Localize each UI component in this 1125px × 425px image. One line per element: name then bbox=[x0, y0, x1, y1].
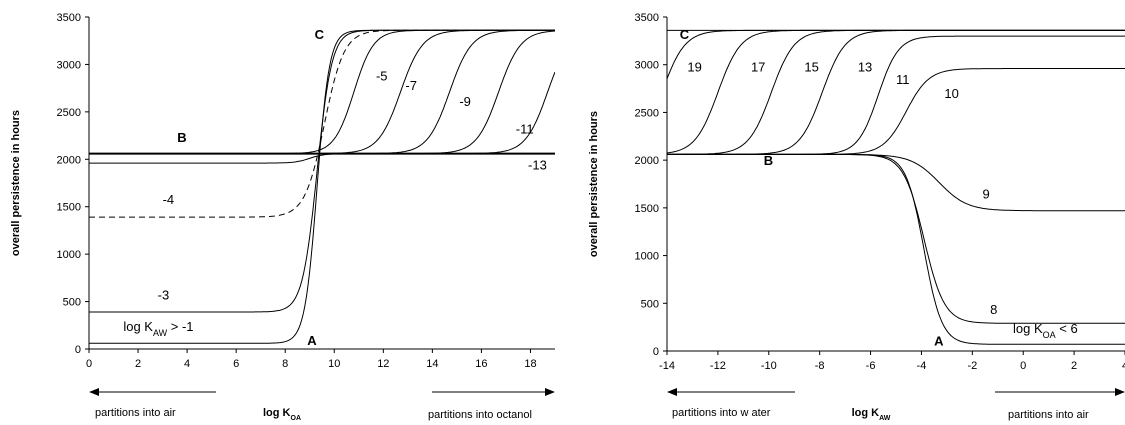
chart2-y-tick-label: 0 bbox=[653, 346, 659, 358]
chart2-series-line bbox=[667, 29, 1125, 154]
chart2-point-label: B bbox=[764, 153, 773, 168]
chart1-y-tick-label: 1500 bbox=[57, 202, 81, 214]
chart1-x-tick-label: 18 bbox=[524, 358, 536, 370]
chart1-series-line bbox=[89, 29, 555, 155]
chart2-x-tick-label: 2 bbox=[1071, 360, 1077, 372]
chart2-x-tick-label: 0 bbox=[1020, 360, 1026, 372]
chart2-y-tick-label: 1000 bbox=[635, 251, 659, 263]
chart2-series-label: 19 bbox=[687, 59, 701, 74]
chart1-series-line bbox=[89, 71, 555, 155]
chart2-series-line bbox=[667, 153, 1125, 324]
chart1-left-caption: partitions into air bbox=[95, 407, 176, 419]
chart2-left-caption: partitions into w ater bbox=[672, 407, 771, 419]
chart1-series-label: log KAW > -1 bbox=[123, 319, 193, 338]
chart2-series-label: log KOA < 6 bbox=[1013, 321, 1078, 340]
chart2-right-caption: partitions into air bbox=[1008, 409, 1089, 421]
chart1-point-label: C bbox=[315, 27, 325, 42]
chart2-series-label: 15 bbox=[804, 59, 818, 74]
chart1-x-tick-label: 2 bbox=[135, 358, 141, 370]
chart1-point-label: A bbox=[307, 333, 317, 348]
chart2-y-axis-label: overall persistence in hours bbox=[588, 111, 600, 257]
chart2-series-label: 13 bbox=[858, 59, 872, 74]
chart2-series-label: 9 bbox=[983, 186, 990, 201]
chart1-x-tick-label: 6 bbox=[233, 358, 239, 370]
chart1-series-line bbox=[89, 29, 555, 313]
chart2-series-label: 8 bbox=[990, 302, 997, 317]
chart2-x-tick-label: -10 bbox=[761, 360, 777, 372]
chart1-series-line bbox=[89, 153, 555, 164]
chart1-x-tick-label: 12 bbox=[377, 358, 389, 370]
chart1-series-label: -3 bbox=[158, 288, 170, 303]
chart2-x-tick-label: 4 bbox=[1122, 360, 1125, 372]
chart1-y-tick-label: 0 bbox=[75, 344, 81, 356]
chart1-x-tick-label: 4 bbox=[184, 358, 190, 370]
chart2-y-tick-label: 500 bbox=[641, 298, 659, 310]
chart2-series-label: 11 bbox=[896, 72, 910, 87]
chart2-x-tick-label: -8 bbox=[815, 360, 825, 372]
chart2-y-tick-label: 2000 bbox=[635, 155, 659, 167]
chart1-series-label: -11 bbox=[516, 122, 534, 137]
chart1-y-tick-label: 3500 bbox=[57, 12, 81, 24]
chart1-right-arrow-head bbox=[545, 388, 555, 396]
chart1-right-caption: partitions into octanol bbox=[428, 409, 532, 421]
chart2-point-label: A bbox=[934, 333, 944, 348]
chart2-y-tick-label: 1500 bbox=[635, 203, 659, 215]
chart1-x-axis-label: log KOA bbox=[263, 407, 301, 422]
chart1-x-tick-label: 0 bbox=[86, 358, 92, 370]
chart2-y-tick-label: 2500 bbox=[635, 107, 659, 119]
chart1-y-tick-label: 2000 bbox=[57, 154, 81, 166]
chart2-x-tick-label: -2 bbox=[967, 360, 977, 372]
chart1-point-label: B bbox=[177, 130, 186, 145]
chart1-left-arrow-head bbox=[89, 388, 99, 396]
chart2-point-label: C bbox=[680, 27, 690, 42]
chart2-series-line bbox=[667, 35, 1125, 155]
chart1-series-label: -9 bbox=[459, 94, 471, 109]
chart2-series-label: 10 bbox=[944, 86, 958, 101]
chart1-series-label: -4 bbox=[163, 192, 175, 207]
chart1-x-tick-label: 16 bbox=[475, 358, 487, 370]
chart2-series-line bbox=[667, 153, 1125, 345]
chart1-y-axis-label: overall persistence in hours bbox=[10, 110, 22, 256]
chart1-y-tick-label: 3000 bbox=[57, 59, 81, 71]
chart2-y-tick-label: 3500 bbox=[635, 12, 659, 24]
chart1-y-tick-label: 1000 bbox=[57, 249, 81, 261]
chart2-x-axis-label: log KAW bbox=[852, 407, 891, 422]
chart1-series-label: -13 bbox=[528, 158, 547, 173]
chart2-x-tick-label: -14 bbox=[659, 360, 675, 372]
chart1-series-line bbox=[89, 29, 555, 155]
chart2-x-tick-label: -12 bbox=[710, 360, 726, 372]
chart1-y-tick-label: 2500 bbox=[57, 107, 81, 119]
chart2-y-tick-label: 3000 bbox=[635, 60, 659, 72]
chart1-series-label: -5 bbox=[376, 69, 388, 84]
chart1-series-line bbox=[89, 29, 555, 155]
chart1-x-tick-label: 14 bbox=[426, 358, 438, 370]
chart2-series-line bbox=[667, 29, 1125, 155]
chart1-y-tick-label: 500 bbox=[63, 297, 81, 309]
chart1-x-tick-label: 10 bbox=[328, 358, 340, 370]
chart1-series-line bbox=[89, 30, 555, 155]
chart2-x-tick-label: -6 bbox=[866, 360, 876, 372]
chart1-series-label: -7 bbox=[405, 78, 417, 93]
chart2-series-line bbox=[667, 29, 1125, 155]
chart2-x-tick-label: -4 bbox=[917, 360, 927, 372]
chart2-series-label: 17 bbox=[751, 59, 765, 74]
chart2-left-arrow-head bbox=[667, 388, 677, 396]
chart1-x-tick-label: 8 bbox=[282, 358, 288, 370]
chart2-right-arrow-head bbox=[1115, 388, 1125, 396]
